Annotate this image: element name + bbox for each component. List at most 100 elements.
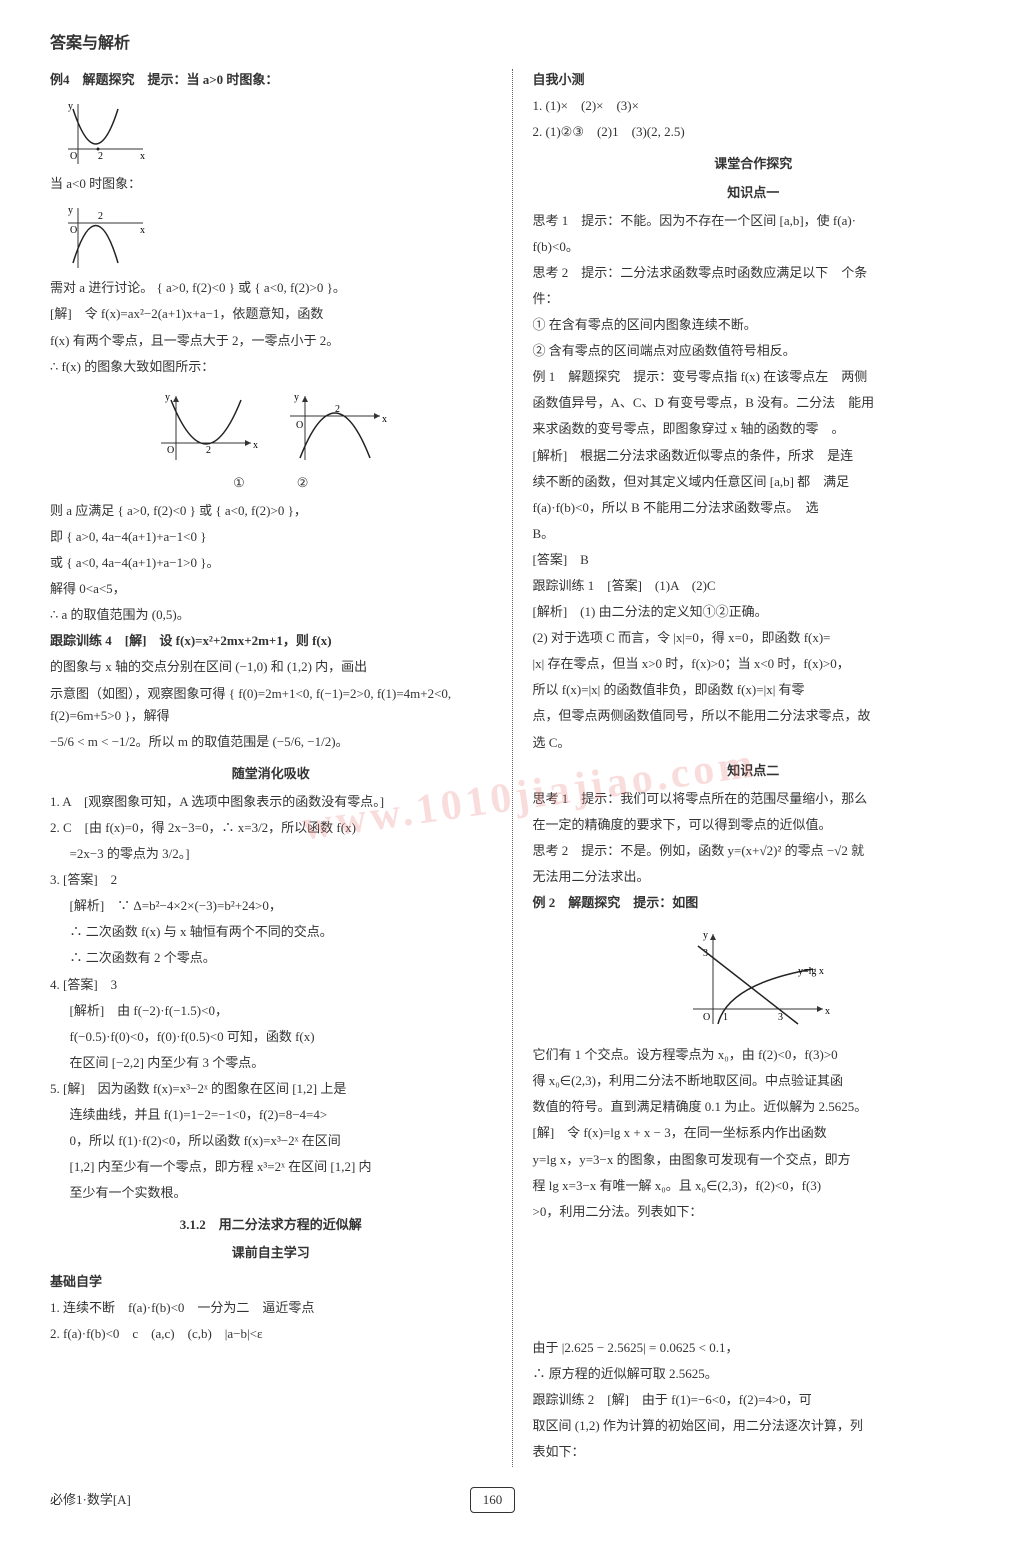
- ex2-solve-l2: y=lg x，y=3−x 的图象，由图象可发现有一个交点，即方: [533, 1149, 975, 1171]
- left-column: 例4 解题探究 提示：当 a>0 时图象： x y O 2 当 a<0 时图象：…: [50, 69, 492, 1467]
- svg-text:y: y: [165, 392, 170, 403]
- section-suitang: 随堂消化吸收: [50, 763, 492, 785]
- section-ketang: 课堂合作探究: [533, 153, 975, 175]
- track2-l1: 跟踪训练 2 [解] 由于 f(1)=−6<0，f(2)=4>0，可: [533, 1389, 975, 1411]
- jichu-head: 基础自学: [50, 1271, 492, 1293]
- jichu-l1: 1. 连续不断 f(a)·f(b)<0 一分为二 逼近零点: [50, 1297, 492, 1319]
- q5-l5: 至少有一个实数根。: [50, 1182, 492, 1204]
- svg-text:y: y: [703, 930, 708, 941]
- sk2-head: 思考 2 提示：二分法求函数零点时函数应满足以下 个条: [533, 262, 975, 284]
- svg-text:y: y: [294, 392, 299, 403]
- q2-l1: 2. C [由 f(x)=0，得 2x−3=0，∴ x=3/2，所以函数 f(x…: [50, 817, 492, 839]
- ex2-head: 例 2 解题探究 提示：如图: [533, 892, 975, 914]
- ex1-jx-l3: f(a)·f(b)<0，所以 B 不能用二分法求函数零点。 选: [533, 497, 975, 519]
- track2-l3: 表如下：: [533, 1441, 975, 1463]
- ex2-after-l3: 数值的符号。直到满足精确度 0.1 为止。近似解为 2.5625。: [533, 1096, 975, 1118]
- jichu-l2: 2. f(a)·f(b)<0 c (a,c) (c,b) |a−b|<ε: [50, 1323, 492, 1345]
- sk-zsd2-1-l1: 思考 1 提示：我们可以将零点所在的范围尽量缩小，那么: [533, 788, 975, 810]
- example4-then: 则 a 应满足 { a>0, f(2)<0 } 或 { a<0, f(2)>0 …: [50, 500, 492, 522]
- ex2-solve-l4: >0，利用二分法。列表如下：: [533, 1201, 975, 1223]
- graph-parabola-down-icon: x y O 2: [58, 203, 148, 273]
- text: 示意图（如图），观察图象可得: [50, 686, 226, 701]
- track1-jx-l5: 点，但零点两侧函数值同号，所以不能用二分法求零点，故: [533, 705, 975, 727]
- svg-text:O: O: [167, 445, 174, 456]
- section-keqian: 课前自主学习: [50, 1242, 492, 1264]
- ex2-solve-l3: 程 lg x=3−x 有唯一解 x₀。且 x₀∈(2,3)，f(2)<0，f(3…: [533, 1175, 975, 1197]
- ex2-solve-l1: [解] 令 f(x)=lg x + x − 3，在同一坐标系内作出函数: [533, 1122, 975, 1144]
- svg-text:y=lg x: y=lg x: [798, 966, 824, 977]
- ex1-jx-l1: [解析] 根据二分法求函数近似零点的条件，所求 是连: [533, 445, 975, 467]
- svg-text:x: x: [825, 1006, 830, 1017]
- svg-text:O: O: [70, 151, 77, 162]
- q5-l1: 5. [解] 因为函数 f(x)=x³−2ˣ 的图象在区间 [1,2] 上是: [50, 1078, 492, 1100]
- footer-left: 必修1·数学[A]: [50, 1489, 131, 1511]
- svg-text:1: 1: [723, 1012, 728, 1023]
- ex2-after-l1: 它们有 1 个交点。设方程零点为 x₀，由 f(2)<0，f(3)>0: [533, 1044, 975, 1066]
- figure-labels: ① ②: [50, 472, 492, 494]
- track1-jx-l3: |x| 存在零点，但当 x>0 时，f(x)>0；当 x<0 时，f(x)>0，: [533, 653, 975, 675]
- sk-zsd2-2-l2: 无法用二分法求出。: [533, 866, 975, 888]
- q5-l3: 0，所以 f(1)·f(2)<0，所以函数 f(x)=x³−2ˣ 在区间: [50, 1130, 492, 1152]
- example4-discuss: 需对 a 进行讨论。 { a>0, f(2)<0 } 或 { a<0, f(2)…: [50, 277, 492, 299]
- track1-jx-l2: (2) 对于选项 C 而言，令 |x|=0，得 x=0，即函数 f(x)=: [533, 627, 975, 649]
- page-number: 160: [470, 1487, 516, 1513]
- page-footer: 必修1·数学[A] 160: [50, 1487, 974, 1513]
- ex1-jx-l4: B。: [533, 523, 975, 545]
- track4-res: −5/6 < m < −1/2。所以 m 的取值范围是 (−5/6, −1/2)…: [50, 731, 492, 753]
- ex1-l2: 函数值异号，A、C、D 有变号零点，B 没有。二分法 能用: [533, 392, 975, 414]
- ex1-ans: [答案] B: [533, 549, 975, 571]
- svg-text:3: 3: [778, 1012, 783, 1023]
- example4-res2: ∴ a 的取值范围为 (0,5)。: [50, 604, 492, 626]
- section-312: 3.1.2 用二分法求方程的近似解: [50, 1214, 492, 1236]
- sk2-l2: 件：: [533, 288, 975, 310]
- svg-text:2: 2: [98, 211, 103, 222]
- ex2-end-l2: ∴ 原方程的近似解可取 2.5625。: [533, 1363, 975, 1385]
- ex1-l1: 例 1 解题探究 提示：变号零点指 f(x) 在该零点左 两侧: [533, 366, 975, 388]
- cases-text: { a>0, f(2)<0 } 或 { a<0, f(2)>0 }。: [157, 280, 346, 295]
- right-column: 自我小测 1. (1)× (2)× (3)× 2. (1)②③ (2)1 (3)…: [533, 69, 975, 1467]
- svg-text:x: x: [253, 440, 258, 451]
- q5-l2: 连续曲线，并且 f(1)=1−2=−1<0，f(2)=8−4=4>: [50, 1104, 492, 1126]
- sk1-l1: 思考 1 提示：不能。因为不存在一个区间 [a,b]，使 f(a)·: [533, 210, 975, 232]
- ziwo-l1: 1. (1)× (2)× (3)×: [533, 95, 975, 117]
- ziwo-l2: 2. (1)②③ (2)1 (3)(2, 2.5): [533, 121, 975, 143]
- example4-ie2: 或 { a<0, 4a−4(a+1)+a−1>0 }。: [50, 552, 492, 574]
- text: 需对 a 进行讨论。: [50, 280, 153, 295]
- q4-jx-l3: 在区间 [−2,2] 内至少有 3 个零点。: [50, 1052, 492, 1074]
- ex1-jx-l2: 续不断的函数，但对其定义域内任意区间 [a,b] 都 满足: [533, 471, 975, 493]
- page-title: 答案与解析: [50, 30, 974, 57]
- svg-text:O: O: [703, 1012, 710, 1023]
- svg-text:2: 2: [98, 151, 103, 162]
- track2-l2: 取区间 (1,2) 作为计算的初始区间，用二分法逐次计算，列: [533, 1415, 975, 1437]
- track4-head: 跟踪训练 4 [解] 设 f(x)=x²+2mx+2m+1，则 f(x): [50, 630, 492, 652]
- svg-text:2: 2: [206, 445, 211, 456]
- sk-zsd2-1-l2: 在一定的精确度的要求下，可以得到零点的近似值。: [533, 814, 975, 836]
- q2-l2: =2x−3 的零点为 3/2。]: [50, 843, 492, 865]
- graph-fig2-icon: x y O 2: [280, 388, 390, 468]
- svg-text:y: y: [68, 101, 73, 112]
- track4-l3: 示意图（如图），观察图象可得 { f(0)=2m+1<0, f(−1)=2>0,…: [50, 683, 492, 727]
- log-line-graph: x y O 1 3 3 y=lg x: [533, 920, 975, 1038]
- svg-text:x: x: [140, 151, 145, 162]
- graph-parabola-up-icon: x y O 2: [58, 99, 148, 169]
- track4-l2: 的图象与 x 轴的交点分别在区间 (−1,0) 和 (1,2) 内，画出: [50, 656, 492, 678]
- example4-solve-l2: f(x) 有两个零点，且一零点大于 2，一零点小于 2。: [50, 330, 492, 352]
- graph-fig1-icon: x y O 2: [151, 388, 261, 468]
- q3-jx-l2: ∴ 二次函数 f(x) 与 x 轴恒有两个不同的交点。: [50, 921, 492, 943]
- sk2-l3: ① 在含有零点的区间内图象连续不断。: [533, 314, 975, 336]
- sk-zsd2-2-l1: 思考 2 提示：不是。例如，函数 y=(x+√2)² 的零点 −√2 就: [533, 840, 975, 862]
- sk2-l4: ② 含有零点的区间端点对应函数值符号相反。: [533, 340, 975, 362]
- svg-text:O: O: [296, 420, 303, 431]
- svg-text:y: y: [68, 205, 73, 216]
- example4-ie1: 即 { a>0, 4a−4(a+1)+a−1<0 }: [50, 526, 492, 548]
- track1-jx-l6: 选 C。: [533, 732, 975, 754]
- example4-solve-l3: ∴ f(x) 的图象大致如图所示：: [50, 356, 492, 378]
- section-zsd2: 知识点二: [533, 760, 975, 782]
- example4-head: 例4 解题探究 提示：当 a>0 时图象：: [50, 69, 492, 91]
- track1-jx-l1: [解析] (1) 由二分法的定义知①②正确。: [533, 601, 975, 623]
- column-divider: [512, 69, 513, 1467]
- ex2-after-l2: 得 x₀∈(2,3)，利用二分法不断地取区间。中点验证其函: [533, 1070, 975, 1092]
- q4-jx-l1: [解析] 由 f(−2)·f(−1.5)<0，: [50, 1000, 492, 1022]
- graph-logline-icon: x y O 1 3 3 y=lg x: [673, 924, 833, 1034]
- svg-text:O: O: [70, 225, 77, 236]
